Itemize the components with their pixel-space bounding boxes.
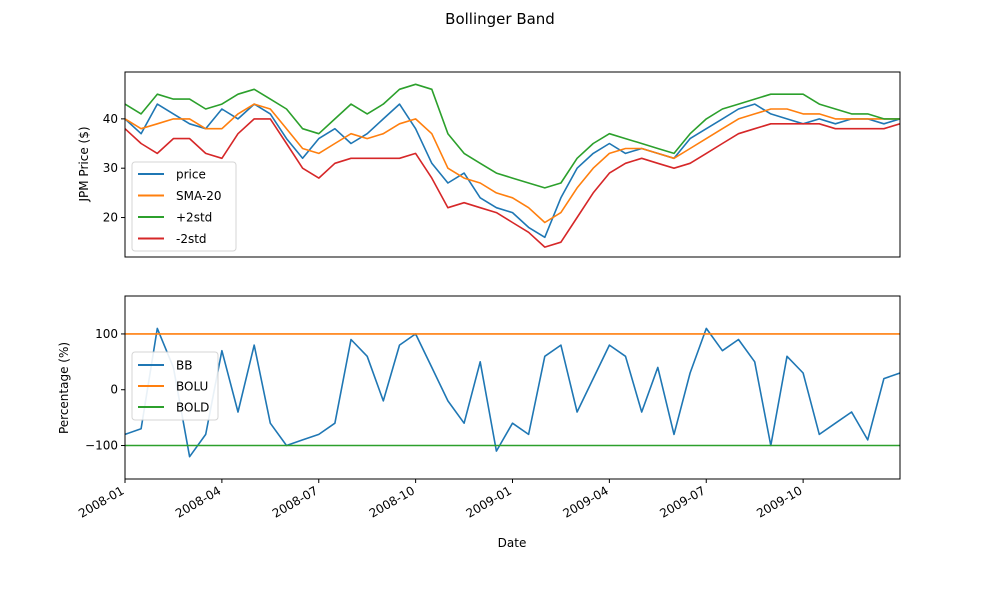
x-tick-label: 2008-04 bbox=[173, 483, 223, 520]
percent-legend-box bbox=[131, 351, 219, 421]
series-line-sma-20 bbox=[125, 103, 900, 224]
y-tick-label: −100 bbox=[85, 439, 118, 453]
price-panel: 20 30 40 JPM Price ($) price SMA-20 +2std -2s… bbox=[77, 71, 901, 258]
percent-panel: −100 0 100 Percentage (%) BB BOLU BOLD bbox=[57, 295, 901, 480]
x-tick-label: 2009-07 bbox=[657, 483, 707, 520]
chart-title: Bollinger Band bbox=[445, 10, 555, 28]
x-tick-label: 2008-10 bbox=[367, 483, 417, 520]
x-tick-label: 2009-01 bbox=[464, 483, 514, 520]
y-tick-label: 100 bbox=[95, 327, 118, 341]
legend-entry-sma-20: SMA-20 bbox=[176, 189, 222, 203]
x-tick-label: 2008-01 bbox=[76, 483, 126, 520]
legend-entry-bold: BOLD bbox=[176, 401, 209, 415]
legend-entry--2std: +2std bbox=[176, 211, 212, 225]
y-tick-label: 0 bbox=[110, 383, 118, 397]
y-tick-label: 20 bbox=[103, 211, 118, 225]
percent-axes-frame bbox=[124, 295, 901, 480]
series-line--2std bbox=[125, 118, 900, 248]
percent-y-axis-label: Percentage (%) bbox=[57, 342, 71, 434]
x-tick-label: 2009-10 bbox=[754, 483, 804, 520]
price-y-axis-label: JPM Price ($) bbox=[77, 126, 91, 202]
price-legend-box bbox=[131, 161, 237, 252]
legend-entry-bb: BB bbox=[176, 359, 192, 373]
percent-legend: BB BOLU BOLD bbox=[131, 351, 219, 421]
legend-entry-price: price bbox=[176, 168, 206, 182]
price-legend: price SMA-20 +2std -2std bbox=[131, 161, 237, 252]
legend-entry-bolu: BOLU bbox=[176, 380, 208, 394]
legend-entry--2std: -2std bbox=[176, 232, 207, 246]
series-line-bb bbox=[125, 327, 900, 458]
price-axes-frame bbox=[124, 71, 901, 258]
x-tick-label: 2009-04 bbox=[560, 483, 610, 520]
x-tick-label: 2008-07 bbox=[270, 483, 320, 520]
series-line--2std bbox=[125, 83, 900, 189]
y-tick-label: 30 bbox=[103, 161, 118, 175]
y-tick-label: 40 bbox=[103, 112, 118, 126]
x-axis-label: Date bbox=[498, 536, 527, 550]
